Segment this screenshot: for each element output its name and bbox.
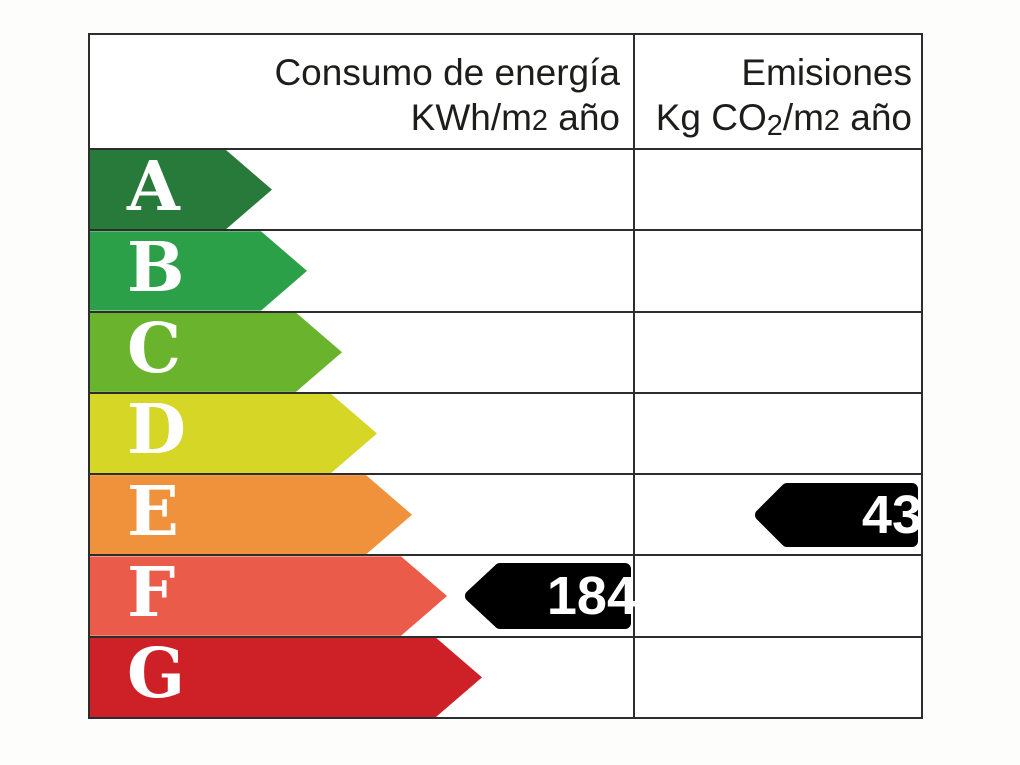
- rating-row-a: A: [90, 150, 921, 232]
- emissions-cell-f: [635, 556, 921, 635]
- left-arrow-icon: [755, 482, 918, 547]
- rating-row-g: G: [90, 637, 921, 717]
- rating-letter-g: G: [127, 634, 186, 715]
- consumption-header-line2: KWh/m2 año: [410, 97, 620, 138]
- emissions-cell-a: [635, 150, 921, 229]
- consumption-cell-f: F 184: [90, 556, 637, 636]
- rating-rows: A B C: [90, 150, 922, 717]
- consumption-cell-g: G: [90, 637, 635, 717]
- consumption-indicator-arrow: 184: [463, 561, 637, 631]
- rating-bar-f: F: [90, 556, 447, 635]
- rating-bar-d: D: [90, 394, 377, 473]
- emissions-cell-g: [635, 638, 921, 717]
- rating-bar-c: C: [90, 313, 342, 392]
- emissions-header-line1: Emisiones: [741, 52, 912, 93]
- rating-table: Consumo de energía KWh/m2 año Emisiones …: [88, 33, 923, 719]
- rating-letter-d: D: [127, 390, 186, 471]
- rating-letter-a: A: [127, 146, 180, 227]
- rating-row-c: C: [90, 312, 921, 394]
- emissions-cell-b: [635, 231, 921, 310]
- consumption-cell-b: B: [90, 231, 635, 311]
- left-arrow-icon: [465, 563, 631, 630]
- rating-letter-e: E: [127, 471, 179, 552]
- rating-bar-b: B: [90, 231, 307, 310]
- emissions-cell-e: 43: [635, 475, 922, 554]
- consumption-value: 184: [546, 566, 637, 627]
- rating-letter-c: C: [127, 309, 182, 390]
- emissions-header: Emisiones Kg CO2/m2 año: [635, 35, 921, 148]
- rating-letter-b: B: [127, 227, 185, 308]
- consumption-header: Consumo de energía KWh/m2 año: [90, 35, 635, 148]
- emissions-cell-d: [635, 394, 921, 473]
- rating-bar-a: A: [90, 150, 272, 229]
- consumption-header-line1: Consumo de energía: [274, 52, 620, 93]
- emissions-header-line2: Kg CO2/m2 año: [655, 97, 912, 143]
- consumption-cell-c: C: [90, 312, 635, 392]
- consumption-cell-a: A: [90, 150, 635, 230]
- rating-row-b: B: [90, 231, 921, 313]
- rating-row-f: F 184: [90, 556, 921, 638]
- rating-row-e: E 43: [90, 475, 922, 557]
- emissions-value: 43: [861, 484, 922, 545]
- rating-row-d: D: [90, 393, 921, 476]
- table-header: Consumo de energía KWh/m2 año Emisiones …: [90, 35, 921, 150]
- consumption-cell-e: E: [90, 475, 635, 555]
- rating-letter-f: F: [127, 553, 176, 634]
- emissions-indicator-arrow: 43: [753, 482, 922, 548]
- rating-bar-g: G: [90, 638, 482, 717]
- consumption-cell-d: D: [90, 393, 635, 474]
- rating-bar-e: E: [90, 475, 412, 554]
- emissions-cell-c: [635, 313, 921, 392]
